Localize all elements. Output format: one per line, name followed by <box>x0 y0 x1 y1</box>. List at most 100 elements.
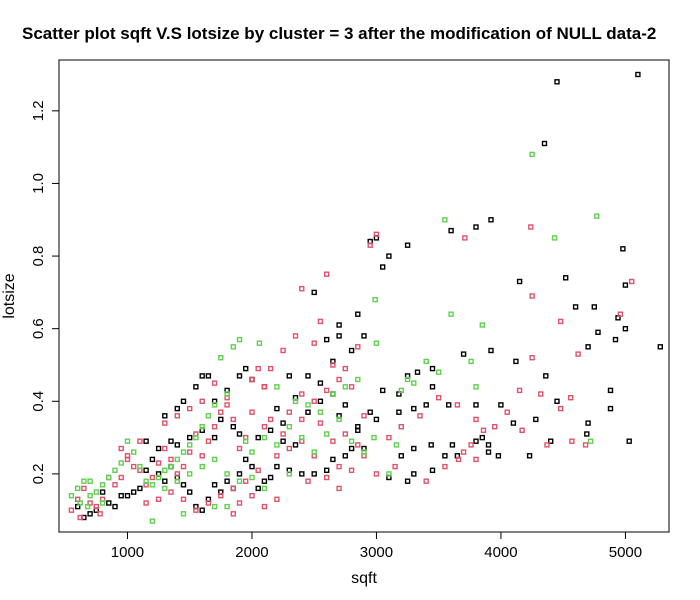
cluster-2-point <box>342 431 348 437</box>
cluster-2-point <box>249 409 255 415</box>
cluster-1-point <box>657 344 663 350</box>
cluster-1-point <box>118 493 124 499</box>
cluster-2-point <box>205 500 212 506</box>
cluster-2-point <box>373 471 380 477</box>
cluster-1-point <box>249 463 255 470</box>
cluster-1-point <box>543 373 549 379</box>
data-points <box>68 71 663 524</box>
cluster-2-point <box>355 344 361 350</box>
cluster-2-point <box>230 511 237 517</box>
cluster-2-point <box>77 514 83 521</box>
cluster-1-point <box>355 311 361 317</box>
cluster-1-point <box>211 434 218 441</box>
cluster-1-point <box>635 71 641 78</box>
cluster-1-point <box>584 431 590 437</box>
cluster-2-point <box>436 395 442 401</box>
cluster-2-point <box>168 489 174 495</box>
cluster-2-point <box>174 413 181 419</box>
cluster-3-point <box>106 474 112 481</box>
cluster-2-point <box>97 511 103 517</box>
cluster-1-point <box>274 463 280 470</box>
cluster-2-point <box>155 496 162 502</box>
cluster-1-point <box>541 140 548 147</box>
cluster-1-point <box>513 358 519 365</box>
cluster-2-point <box>629 278 635 285</box>
cluster-2-point <box>230 416 237 423</box>
cluster-3-point <box>274 384 280 390</box>
cluster-1-point <box>607 405 614 412</box>
cluster-1-point <box>554 79 560 85</box>
cluster-1-point <box>236 431 243 437</box>
cluster-1-point <box>155 445 162 452</box>
cluster-1-point <box>317 398 324 404</box>
cluster-2-point <box>454 402 461 408</box>
cluster-1-point <box>112 503 118 510</box>
cluster-2-point <box>149 474 156 481</box>
cluster-2-point <box>261 384 268 390</box>
cluster-3-point <box>149 518 156 524</box>
cluster-2-point <box>143 500 149 506</box>
cluster-2-point <box>348 384 355 390</box>
cluster-2-point <box>93 503 100 510</box>
cluster-2-point <box>317 420 324 426</box>
cluster-2-point <box>162 420 168 426</box>
y-axis: 0.2 0.4 0.6 0.8 1.0 1.2 <box>30 100 60 484</box>
cluster-2-point <box>255 467 261 473</box>
cluster-2-point <box>292 333 299 339</box>
cluster-1-point <box>460 351 467 357</box>
cluster-3-point <box>249 474 255 481</box>
cluster-2-point <box>311 340 317 346</box>
cluster-2-point <box>299 391 305 397</box>
cluster-1-point <box>87 511 93 517</box>
x-tick-label: 3000 <box>360 544 393 561</box>
cluster-3-point <box>205 413 212 419</box>
cluster-1-point <box>429 365 436 372</box>
cluster-2-point <box>462 235 468 241</box>
cluster-2-point <box>575 351 581 357</box>
cluster-3-point <box>143 478 149 484</box>
cluster-3-point <box>174 456 181 463</box>
cluster-3-point <box>224 503 230 510</box>
cluster-2-point <box>582 442 589 448</box>
cluster-3-point <box>99 482 106 488</box>
cluster-3-point <box>256 340 263 346</box>
cluster-2-point <box>473 416 479 423</box>
cluster-3-point <box>174 478 181 484</box>
cluster-3-point <box>193 434 199 441</box>
cluster-3-point <box>218 355 224 361</box>
cluster-2-point <box>617 311 624 317</box>
cluster-1-point <box>280 420 286 426</box>
cluster-3-point <box>224 471 230 477</box>
cluster-3-point <box>336 416 342 423</box>
cluster-2-point <box>168 456 174 463</box>
cluster-1-point <box>255 485 261 492</box>
cluster-2-point <box>261 503 268 510</box>
cluster-1-point <box>548 438 554 444</box>
cluster-1-point <box>168 438 174 444</box>
cluster-3-point <box>398 387 404 394</box>
cluster-2-point <box>492 424 498 430</box>
cluster-1-point <box>261 478 268 484</box>
cluster-1-point <box>199 373 205 379</box>
cluster-2-point <box>299 416 305 423</box>
cluster-1-point <box>429 467 436 473</box>
cluster-2-point <box>417 413 423 419</box>
cluster-1-point <box>299 471 305 477</box>
cluster-1-point <box>317 380 324 386</box>
cluster-1-point <box>162 413 168 419</box>
cluster-1-point <box>162 478 168 484</box>
cluster-2-point <box>199 453 205 459</box>
cluster-2-point <box>361 413 367 419</box>
cluster-3-point <box>371 434 377 441</box>
cluster-1-point <box>186 434 193 441</box>
cluster-1-point <box>99 489 106 495</box>
cluster-1-point <box>348 347 355 354</box>
cluster-3-point <box>274 442 280 448</box>
cluster-2-point <box>330 362 336 368</box>
cluster-3-point <box>155 474 162 481</box>
cluster-2-point <box>211 424 218 430</box>
cluster-3-point <box>442 217 448 223</box>
cluster-1-point <box>473 438 479 444</box>
cluster-1-point <box>612 336 619 343</box>
cluster-3-point <box>404 376 411 383</box>
